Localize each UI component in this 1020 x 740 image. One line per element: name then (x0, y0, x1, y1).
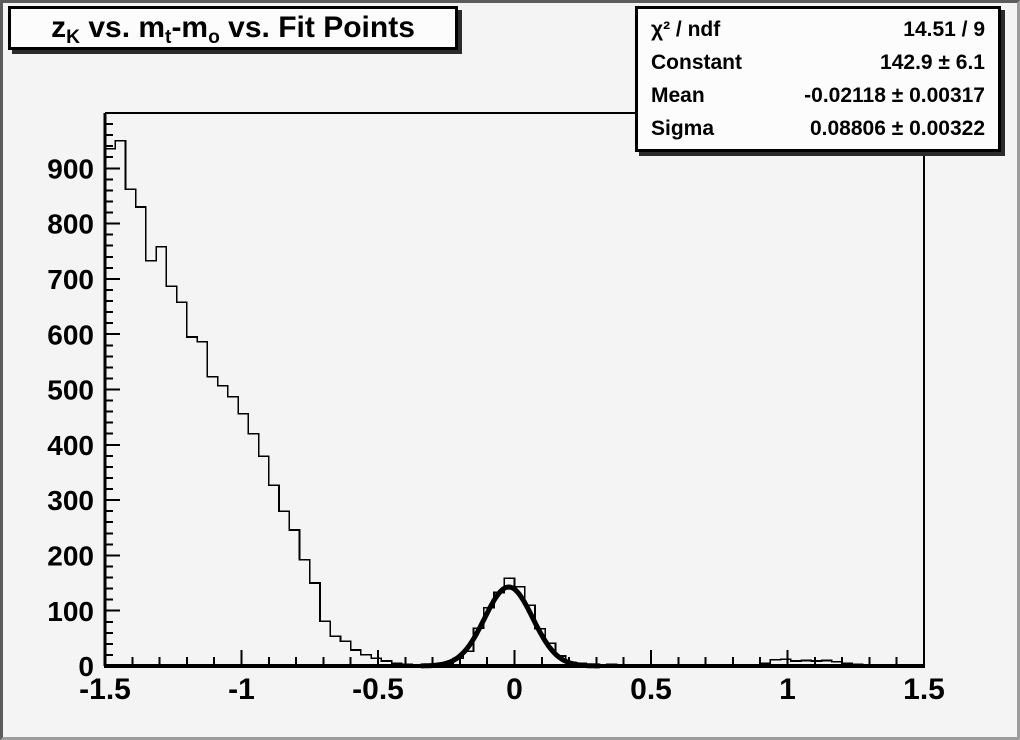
stats-label: Sigma (651, 117, 715, 140)
x-tick-label: 1.5 (903, 673, 945, 706)
title-segment: vs. Fit Points (219, 11, 415, 44)
y-tick-label: 900 (47, 153, 94, 184)
stats-value: 0.08806 ± 0.00322 (809, 117, 985, 140)
x-tick-label: 1 (779, 673, 796, 706)
fit-curve (419, 584, 602, 669)
stats-row: Mean -0.02118 ± 0.00317 (638, 85, 998, 106)
title-segment: z (51, 11, 67, 44)
y-tick-label: 300 (47, 485, 94, 516)
x-tick-label: 0 (506, 673, 523, 706)
x-tick-label: -0.5 (352, 673, 404, 706)
stats-value: 142.9 ± 6.1 (880, 51, 985, 74)
stats-row: Sigma 0.08806 ± 0.00322 (638, 118, 998, 139)
plot-title: zK vs. mt-mo vs. Fit Points (51, 11, 415, 49)
y-tick-label: 500 (47, 375, 94, 406)
y-tick-label: 0 (78, 651, 94, 682)
stats-label: Mean (651, 84, 705, 107)
stats-row: χ² / ndf 14.51 / 9 (638, 19, 998, 40)
stats-pave: χ² / ndf 14.51 / 9 Constant 142.9 ± 6.1 Mean… (635, 6, 1001, 152)
stats-value: 14.51 / 9 (903, 18, 985, 41)
title-segment: -m (171, 11, 209, 44)
y-tick-label: 800 (47, 209, 94, 240)
title-subscript: o (208, 27, 220, 49)
y-tick-label: 100 (47, 596, 94, 627)
title-subscript: t (165, 27, 172, 49)
y-tick-label: 700 (47, 264, 94, 295)
title-segment: vs. m (79, 11, 166, 44)
y-tick-label: 200 (47, 540, 94, 571)
stats-value: -0.02118 ± 0.00317 (804, 84, 985, 107)
title-pave: zK vs. mt-mo vs. Fit Points (8, 6, 458, 50)
histogram-line (104, 139, 924, 667)
x-tick-label: 0.5 (630, 673, 672, 706)
stats-row: Constant 142.9 ± 6.1 (638, 52, 998, 73)
y-tick-label: 600 (47, 319, 94, 350)
x-tick-label: -1 (228, 673, 255, 706)
title-subscript: K (66, 27, 80, 49)
stats-label: χ² / ndf (651, 18, 721, 41)
y-tick-label: 400 (47, 430, 94, 461)
histogram-plot: 0 100 200 300 400 500 600 700 800 900 -1.5 -1 -0.5 0 0… (47, 112, 945, 706)
stats-label: Constant (651, 51, 742, 74)
x-tick-label: -1.5 (79, 673, 131, 706)
